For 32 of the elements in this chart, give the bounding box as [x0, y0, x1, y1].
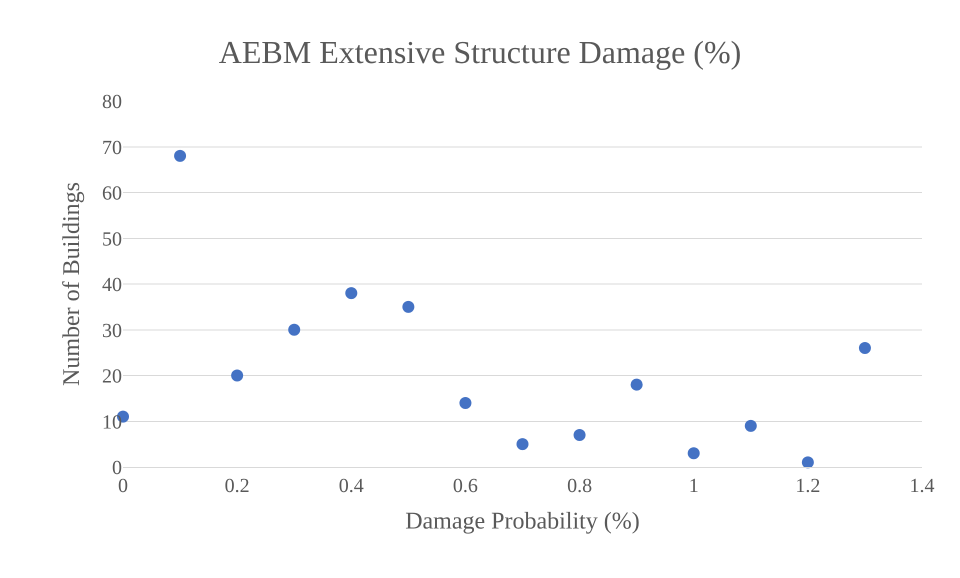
point: [174, 150, 186, 162]
point: [516, 438, 528, 450]
x-tick-label: 0.2: [224, 475, 250, 497]
x-tick-label: 1.4: [910, 475, 934, 497]
x-tick-label: 1.2: [795, 475, 820, 497]
y-tick-label: 80: [102, 91, 122, 113]
y-tick-label: 60: [102, 182, 122, 204]
y-tick-label: 30: [102, 320, 122, 342]
x-tick-label: 1: [688, 475, 699, 497]
x-tick-label: 0.4: [338, 475, 364, 497]
point: [345, 287, 358, 300]
point: [630, 378, 643, 391]
y-tick-label: 70: [102, 136, 122, 159]
y-tick-label: 10: [102, 411, 122, 434]
point: [574, 428, 586, 441]
y-tick-label: 50: [102, 228, 122, 250]
point: [744, 420, 757, 432]
y-tick-label: 0: [112, 457, 122, 479]
point: [802, 456, 814, 468]
chart-title: AEBM Extensive Structure Damage (%): [218, 34, 742, 70]
point: [402, 300, 414, 313]
point: [858, 342, 871, 354]
x-tick-label: 0.8: [567, 475, 592, 497]
point: [231, 370, 244, 382]
y-tick-label: 20: [102, 366, 122, 388]
y-tick-label: 40: [102, 274, 122, 296]
point: [459, 396, 472, 409]
point: [288, 324, 300, 336]
point: [688, 447, 700, 460]
x-axis-title: Damage Probability (%): [405, 508, 640, 534]
x-tick-label: 0.6: [452, 475, 478, 497]
y-axis-title: Number of Buildings: [59, 182, 86, 386]
